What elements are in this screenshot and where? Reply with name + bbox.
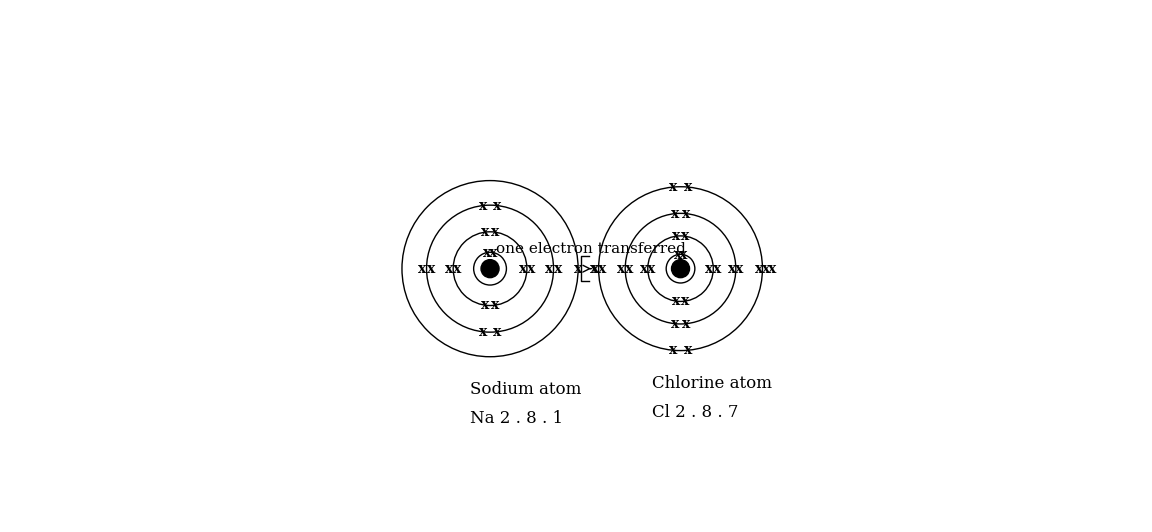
Text: x: x bbox=[679, 247, 687, 262]
Text: x: x bbox=[426, 262, 434, 276]
Text: x: x bbox=[591, 262, 599, 276]
Text: x: x bbox=[491, 298, 499, 312]
Text: x: x bbox=[482, 225, 490, 239]
Text: Cl 2 . 8 . 7: Cl 2 . 8 . 7 bbox=[652, 404, 738, 421]
Text: x: x bbox=[641, 262, 649, 276]
Circle shape bbox=[482, 260, 499, 278]
Text: x: x bbox=[479, 198, 487, 212]
Text: x: x bbox=[590, 262, 599, 276]
Text: x: x bbox=[545, 262, 554, 276]
Text: x: x bbox=[482, 298, 490, 312]
Text: x: x bbox=[728, 262, 736, 276]
Text: x: x bbox=[491, 225, 499, 239]
Text: x: x bbox=[483, 246, 491, 260]
Text: x: x bbox=[553, 262, 562, 276]
Text: x: x bbox=[669, 180, 677, 194]
Text: x: x bbox=[617, 262, 626, 276]
Text: x: x bbox=[669, 343, 677, 358]
Text: x: x bbox=[672, 294, 681, 308]
Text: one electron transferred: one electron transferred bbox=[497, 243, 685, 256]
Text: x: x bbox=[670, 206, 679, 221]
Text: x: x bbox=[493, 325, 501, 339]
Text: x: x bbox=[598, 262, 606, 276]
Text: x: x bbox=[574, 262, 582, 276]
Text: x: x bbox=[683, 343, 692, 358]
Circle shape bbox=[672, 260, 690, 278]
Text: x: x bbox=[735, 262, 744, 276]
Text: x: x bbox=[681, 229, 689, 243]
Text: Na 2 . 8 . 1: Na 2 . 8 . 1 bbox=[470, 410, 562, 427]
Text: x: x bbox=[488, 246, 497, 260]
Text: x: x bbox=[674, 247, 682, 262]
Text: x: x bbox=[672, 229, 681, 243]
Text: x: x bbox=[445, 262, 453, 276]
Text: x: x bbox=[453, 262, 462, 276]
Text: x: x bbox=[479, 325, 487, 339]
Text: x: x bbox=[755, 262, 763, 276]
Text: x: x bbox=[682, 317, 690, 331]
Text: x: x bbox=[670, 317, 679, 331]
Text: x: x bbox=[682, 206, 690, 221]
Text: x: x bbox=[624, 262, 634, 276]
Text: x: x bbox=[705, 262, 714, 276]
Text: Sodium atom: Sodium atom bbox=[470, 381, 581, 398]
Text: x: x bbox=[683, 180, 692, 194]
Text: x: x bbox=[761, 262, 771, 276]
Text: x: x bbox=[518, 262, 526, 276]
Text: x: x bbox=[681, 294, 689, 308]
Text: x: x bbox=[493, 198, 501, 212]
Text: x: x bbox=[526, 262, 536, 276]
Text: x: x bbox=[768, 262, 776, 276]
Text: x: x bbox=[418, 262, 426, 276]
Text: Chlorine atom: Chlorine atom bbox=[652, 375, 772, 392]
Text: x: x bbox=[647, 262, 655, 276]
Text: x: x bbox=[713, 262, 721, 276]
